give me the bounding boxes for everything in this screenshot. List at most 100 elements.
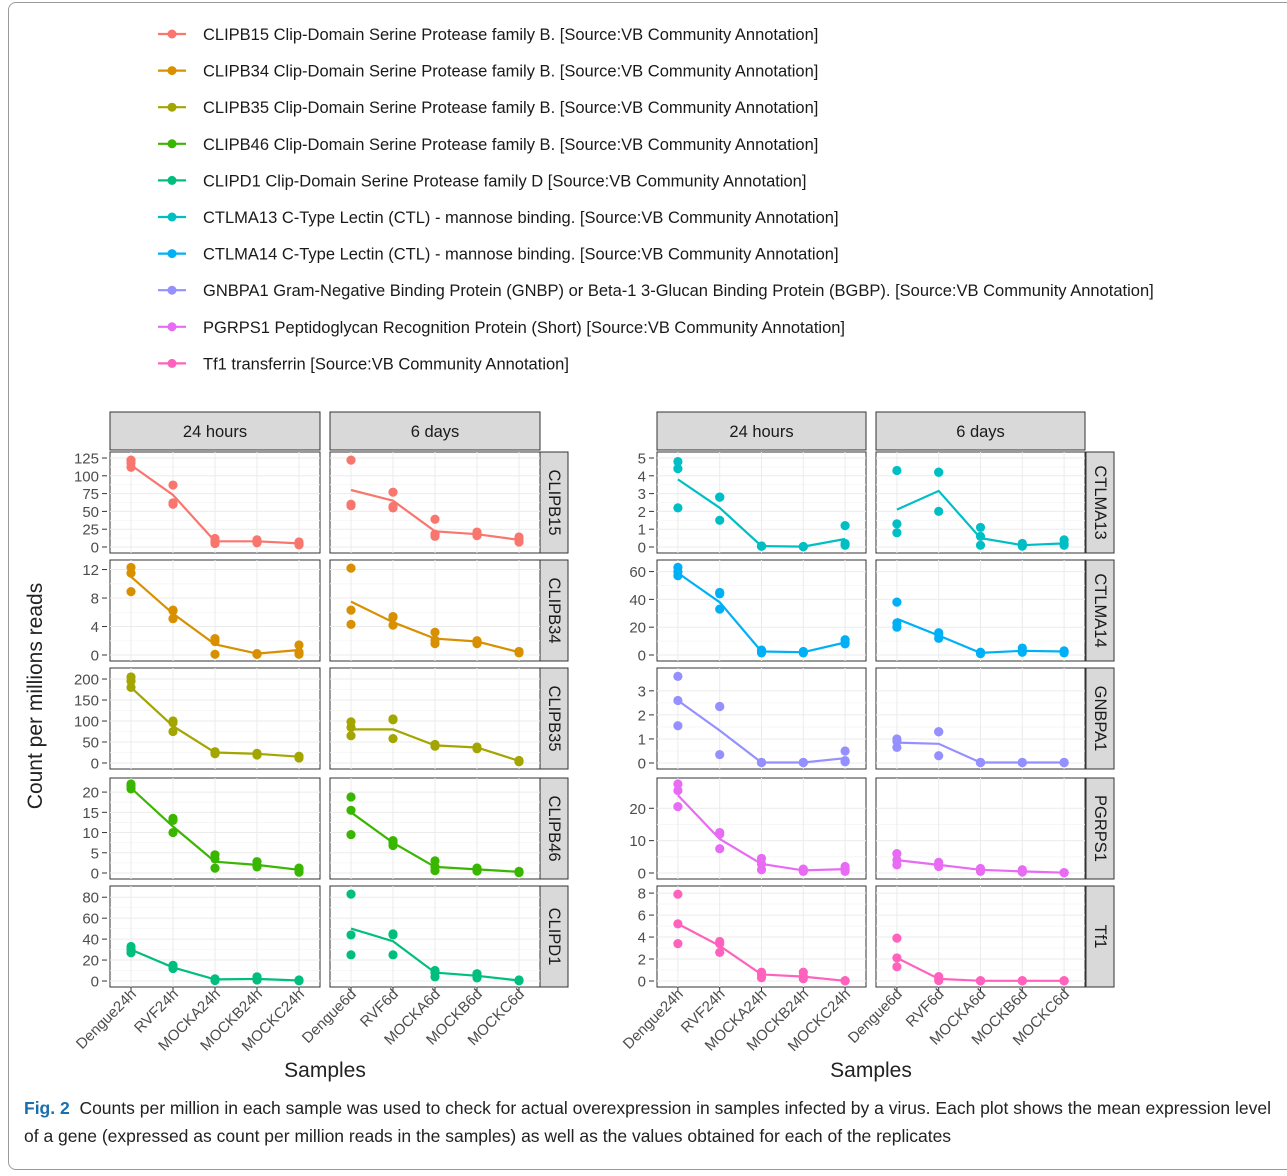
facet-row-label: CTLMA14 — [1091, 573, 1109, 647]
charts: 24 hours 6 daysCLIPB150255075100125CLIPB3… — [73, 411, 1115, 1082]
replicate-point — [388, 620, 398, 630]
legend-item: CLIPD1 Clip-Domain Serine Protease famil… — [158, 172, 806, 190]
facet-strip-column — [109, 411, 321, 451]
replicate-point — [673, 464, 683, 474]
panel — [875, 667, 1086, 770]
replicate-point — [1059, 976, 1069, 986]
replicate-point — [1017, 643, 1027, 653]
y-tick-label: 3 — [638, 683, 646, 700]
y-tick-label: 0 — [638, 756, 646, 773]
facet-row-CLIPD1: CLIPD1 0 20 40 60 80 — [82, 885, 569, 992]
replicate-point — [388, 487, 398, 497]
replicate-point — [430, 965, 440, 976]
replicate-point — [430, 739, 440, 750]
y-tick-label: 25 — [82, 522, 99, 539]
y-tick-label: 0 — [638, 974, 646, 991]
y-tick-label: 2 — [638, 707, 646, 724]
panel — [875, 559, 1086, 662]
replicate-point — [514, 646, 524, 657]
legend-label: GNBPA1 Gram-Negative Binding Protein (GN… — [203, 282, 1154, 300]
legend-label: CLIPD1 Clip-Domain Serine Protease famil… — [203, 172, 806, 190]
replicate-point — [514, 755, 524, 766]
replicate-point — [388, 612, 398, 622]
replicate-point — [798, 646, 808, 657]
x-tick-label: Dengue24h — [620, 986, 687, 1053]
replicate-point — [126, 587, 136, 597]
replicate-point — [346, 605, 356, 615]
panel — [109, 451, 321, 554]
replicate-point — [252, 857, 262, 867]
figure-caption: Fig. 2 Counts per million in each sample… — [24, 1094, 1274, 1150]
facet-strip-row — [539, 777, 569, 880]
legend-key-point — [167, 285, 177, 295]
y-tick-label: 12 — [82, 562, 99, 579]
replicate-point — [673, 695, 683, 706]
y-tick-label: 5 — [91, 845, 99, 862]
replicate-point — [715, 936, 725, 947]
y-tick-label: 2 — [638, 952, 646, 969]
replicate-point — [430, 856, 440, 866]
replicate-point — [472, 636, 482, 646]
replicate-point — [934, 751, 944, 761]
facet-strip-label: 24 hours — [729, 423, 793, 441]
replicate-point — [673, 721, 683, 731]
replicate-point — [294, 751, 304, 761]
replicate-point — [673, 939, 683, 949]
replicate-point — [975, 976, 986, 986]
replicate-point — [673, 919, 683, 929]
facet-strip-column — [329, 411, 541, 451]
replicate-point — [715, 515, 725, 525]
y-tick-label: 0 — [91, 866, 99, 883]
panel — [109, 559, 321, 662]
legend-label: CTLMA14 C-Type Lectin (CTL) - mannose bi… — [203, 246, 839, 264]
replicate-point — [1017, 757, 1027, 768]
facet-row-GNBPA1: GNBPA1 0 1 2 3 — [638, 667, 1115, 773]
facet-row-label: CLIPB34 — [545, 577, 563, 643]
replicate-point — [168, 480, 178, 490]
replicate-point — [934, 972, 944, 982]
replicate-point — [346, 563, 356, 573]
y-tick-label: 2 — [638, 504, 646, 521]
replicate-point — [430, 529, 440, 539]
replicate-point — [892, 618, 902, 628]
replicate-point — [892, 848, 902, 859]
replicate-point — [346, 930, 356, 940]
replicate-point — [346, 717, 356, 727]
y-tick-label: 100 — [74, 468, 99, 485]
replicate-point — [1059, 868, 1069, 878]
y-tick-label: 1 — [638, 731, 646, 748]
facet-row-label: CLIPB15 — [545, 469, 563, 535]
x-tick-label: Dengue24h — [73, 986, 140, 1053]
facet-strip-row — [1085, 885, 1115, 988]
legend-label: CLIPB46 Clip-Domain Serine Protease fami… — [203, 136, 818, 154]
replicate-point — [168, 606, 178, 616]
legend-item: PGRPS1 Peptidoglycan Recognition Protein… — [158, 319, 845, 337]
y-tick-label: 80 — [82, 890, 99, 907]
y-tick-label: 50 — [82, 504, 99, 521]
panel — [109, 667, 321, 770]
replicate-point — [892, 465, 902, 476]
replicate-point — [975, 522, 986, 533]
replicate-point — [472, 969, 482, 979]
replicate-point — [715, 604, 725, 614]
panel — [656, 667, 867, 770]
facet-strip-label: 6 days — [956, 423, 1005, 441]
replicate-point — [840, 861, 850, 872]
replicate-point — [168, 827, 178, 838]
replicate-point — [798, 542, 808, 552]
facet-strip-label: 6 days — [411, 423, 460, 441]
panel — [109, 777, 321, 880]
legend-key-point — [167, 66, 177, 76]
y-tick-label: 4 — [91, 619, 99, 636]
replicate-point — [210, 850, 220, 860]
replicate-point — [975, 531, 986, 541]
replicate-point — [168, 815, 178, 826]
facet-strip-row — [1085, 451, 1115, 554]
y-tick-label: 10 — [629, 833, 646, 850]
y-tick-label: 0 — [638, 866, 646, 883]
y-tick-label: 0 — [91, 648, 99, 665]
legend-item: Tf1 transferrin [Source:VB Community Ann… — [158, 355, 569, 373]
y-tick-label: 4 — [638, 930, 646, 947]
replicate-point — [294, 863, 304, 873]
x-tick-label: Dengue6d — [299, 986, 360, 1047]
